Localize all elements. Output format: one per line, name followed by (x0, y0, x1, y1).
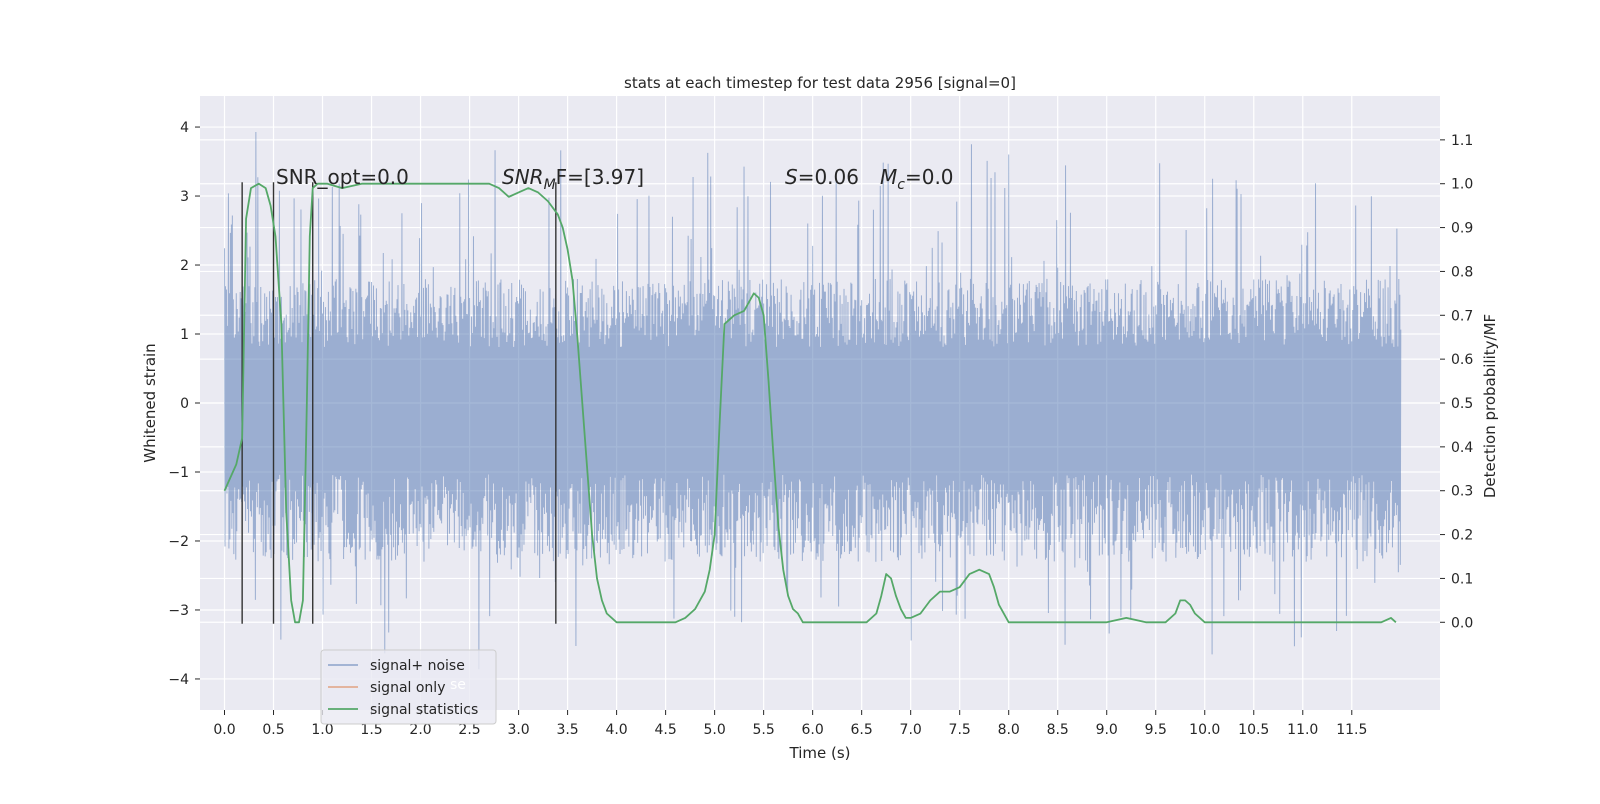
y-right-tick-label-9: 0.2 (1451, 528, 1473, 544)
mc-subscript: c (897, 177, 905, 193)
snr-mf-prefix: SNR (502, 165, 544, 189)
x-tick-label-14: 7.0 (900, 722, 922, 738)
x-tick-label-16: 8.0 (998, 722, 1020, 738)
left-y-axis-ticks: 4 3 2 1 0 −1 −2 −3 −4 (168, 120, 200, 688)
y-right-tick-label-3: 0.8 (1451, 264, 1473, 280)
legend-label-signal-only: signal only (370, 680, 445, 696)
legend-box (320, 649, 497, 725)
y-left-tick-label-5: −1 (168, 465, 189, 481)
annotation-mc: Mc=0.0 (880, 165, 954, 193)
x-tick-label-6: 3.0 (507, 722, 529, 738)
x-tick-label-5: 2.5 (458, 722, 480, 738)
x-tick-label-3: 1.5 (360, 722, 382, 738)
y-right-tick-label-10: 0.1 (1451, 571, 1473, 587)
x-tick-label-18: 9.0 (1096, 722, 1118, 738)
snr-mf-suffix: F=[3.97] (556, 165, 644, 189)
x-tick-label-11: 5.5 (753, 722, 775, 738)
y-right-tick-label-6: 0.5 (1451, 396, 1473, 412)
statistics-line (223, 182, 1397, 624)
y-left-tick-label-6: −2 (168, 534, 189, 550)
x-tick-label-23: 11.5 (1336, 722, 1367, 738)
noise-series (224, 132, 1402, 670)
y-right-tick-label-7: 0.4 (1451, 440, 1473, 456)
y-right-tick-label-2: 0.9 (1451, 221, 1473, 237)
chart-title: stats at each timestep for test data 295… (624, 74, 1016, 92)
x-tick-label-9: 4.5 (654, 722, 676, 738)
x-tick-label-8: 4.0 (605, 722, 627, 738)
legend-label-noise: signal+ noise (370, 658, 465, 674)
x-tick-label-22: 11.0 (1287, 722, 1318, 738)
right-y-axis-ticks: 1.1 1.0 0.9 0.8 0.7 0.6 0.5 0.4 0.3 0.2 0.1 0.0 (1440, 133, 1473, 631)
noise-trace (224, 132, 1402, 670)
statistics-series (223, 182, 1397, 624)
y-right-tick-label-0: 1.1 (1451, 133, 1473, 149)
y-left-tick-label-7: −3 (168, 603, 189, 619)
x-tick-label-20: 10.0 (1189, 722, 1220, 738)
y-left-tick-label-3: 1 (180, 327, 189, 343)
y-left-tick-label-1: 3 (180, 189, 189, 205)
x-tick-label-13: 6.5 (851, 722, 873, 738)
y-left-tick-label-0: 4 (180, 120, 189, 136)
x-tick-label-17: 8.5 (1047, 722, 1069, 738)
x-axis-label: Time (s) (789, 744, 851, 762)
y-left-tick-label-4: 0 (180, 396, 189, 412)
legend-ghost-text: se (450, 677, 466, 693)
annotation-s: S=0.06 (785, 165, 859, 189)
x-tick-label-10: 5.0 (703, 722, 725, 738)
annotation-snr-mf: SNRMF=[3.97] (502, 165, 644, 193)
y-left-tick-label-2: 2 (180, 258, 189, 274)
mc-label: M (880, 165, 897, 189)
legend-label-statistics: signal statistics (370, 702, 478, 718)
x-tick-label-12: 6.0 (802, 722, 824, 738)
y-axis-label-left: Whitened strain (141, 343, 159, 462)
y-axis-label-right: Detection probability/MF (1481, 314, 1499, 498)
y-right-tick-label-11: 0.0 (1451, 615, 1473, 631)
s-label: S (785, 165, 798, 189)
s-value: =0.06 (798, 165, 859, 189)
x-axis-ticks: 0.0 0.5 1.0 1.5 2.0 2.5 3.0 3.5 4.0 4.5 5.0 5.5 6.0 6… (213, 710, 1367, 738)
y-left-tick-label-8: −4 (168, 672, 189, 688)
y-right-tick-label-1: 1.0 (1451, 177, 1473, 193)
y-right-tick-label-4: 0.7 (1451, 308, 1473, 324)
x-tick-label-7: 3.5 (556, 722, 578, 738)
x-tick-label-2: 1.0 (311, 722, 333, 738)
x-tick-label-19: 9.5 (1145, 722, 1167, 738)
y-right-tick-label-8: 0.3 (1451, 484, 1473, 500)
snr-mf-subscript: M (544, 177, 556, 193)
mc-value: =0.0 (905, 165, 954, 189)
x-tick-label-15: 7.5 (949, 722, 971, 738)
annotation-snr-opt: SNR_opt=0.0 (276, 165, 409, 189)
x-tick-label-1: 0.5 (262, 722, 284, 738)
x-tick-label-4: 2.0 (409, 722, 431, 738)
y-right-tick-label-5: 0.6 (1451, 352, 1473, 368)
x-tick-label-21: 10.5 (1238, 722, 1269, 738)
legend: se signal+ noise signal only signal stat… (320, 649, 497, 725)
x-tick-label-0: 0.0 (213, 722, 235, 738)
